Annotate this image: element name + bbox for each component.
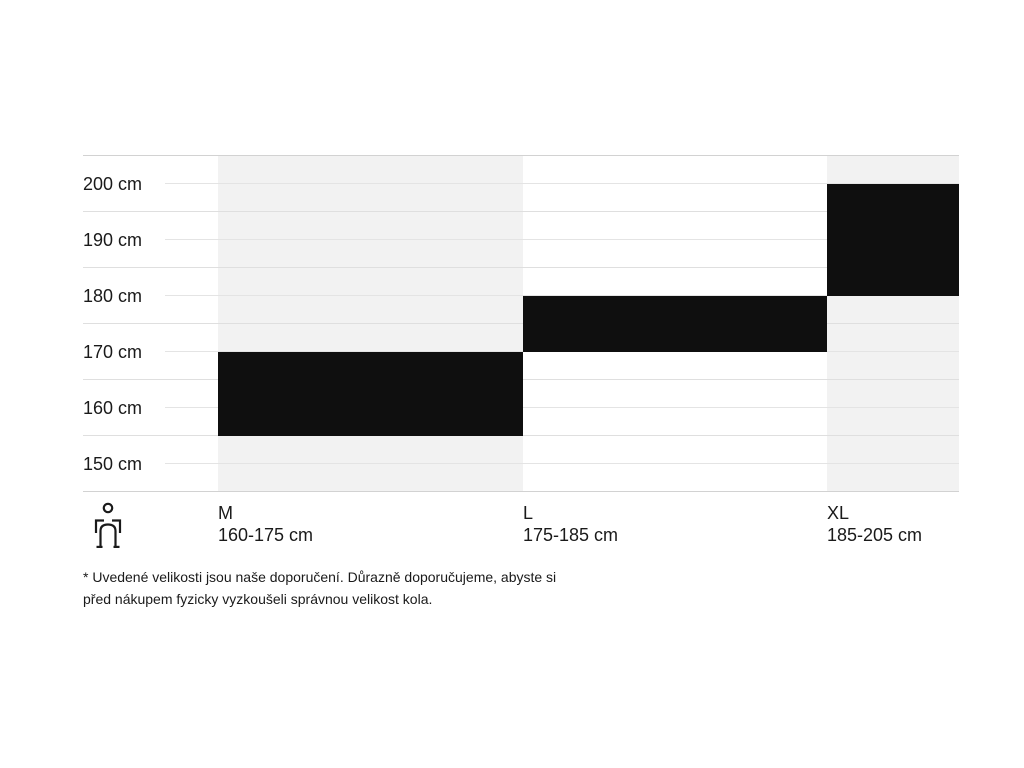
size-disclaimer-line-1: * Uvedené velikosti jsou naše doporučení…	[83, 569, 557, 585]
column-label-M: M 160-175 cm	[218, 502, 313, 546]
size-range-L: 175-185 cm	[523, 525, 619, 545]
size-disclaimer: * Uvedené velikosti jsou naše doporučení…	[83, 566, 556, 610]
y-axis-label-170cm: 170 cm	[83, 341, 143, 362]
gridline-145cm	[83, 491, 959, 492]
size-bar-XL	[827, 183, 959, 296]
column-label-XL: XL 185-205 cm	[827, 502, 922, 546]
size-name-XL: XL	[827, 503, 850, 523]
gridline-205cm	[83, 155, 959, 156]
size-bar-L	[523, 295, 827, 352]
person-height-icon	[93, 501, 123, 554]
gridline-195cm	[83, 211, 959, 212]
size-range-XL: 185-205 cm	[827, 525, 923, 545]
gridline-190cm	[165, 239, 959, 240]
gridline-175cm	[83, 323, 959, 324]
size-name-M: M	[218, 503, 233, 523]
gridline-160cm	[165, 407, 959, 408]
gridline-185cm	[83, 267, 959, 268]
gridline-170cm	[165, 351, 959, 352]
column-label-L: L 175-185 cm	[523, 502, 618, 546]
size-disclaimer-line-2: před nákupem fyzicky vyzkoušeli správnou…	[83, 591, 433, 607]
size-range-M: 160-175 cm	[218, 525, 314, 545]
y-axis-label-200cm: 200 cm	[83, 173, 143, 194]
y-axis-label-150cm: 150 cm	[83, 453, 143, 474]
y-axis-label-190cm: 190 cm	[83, 229, 143, 250]
gridline-155cm	[83, 435, 959, 436]
gridline-200cm	[165, 183, 959, 184]
gridline-150cm	[165, 463, 959, 464]
y-axis-label-160cm: 160 cm	[83, 397, 143, 418]
size-name-L: L	[523, 503, 534, 523]
y-axis-label-180cm: 180 cm	[83, 285, 143, 306]
size-bar-M	[218, 351, 523, 436]
